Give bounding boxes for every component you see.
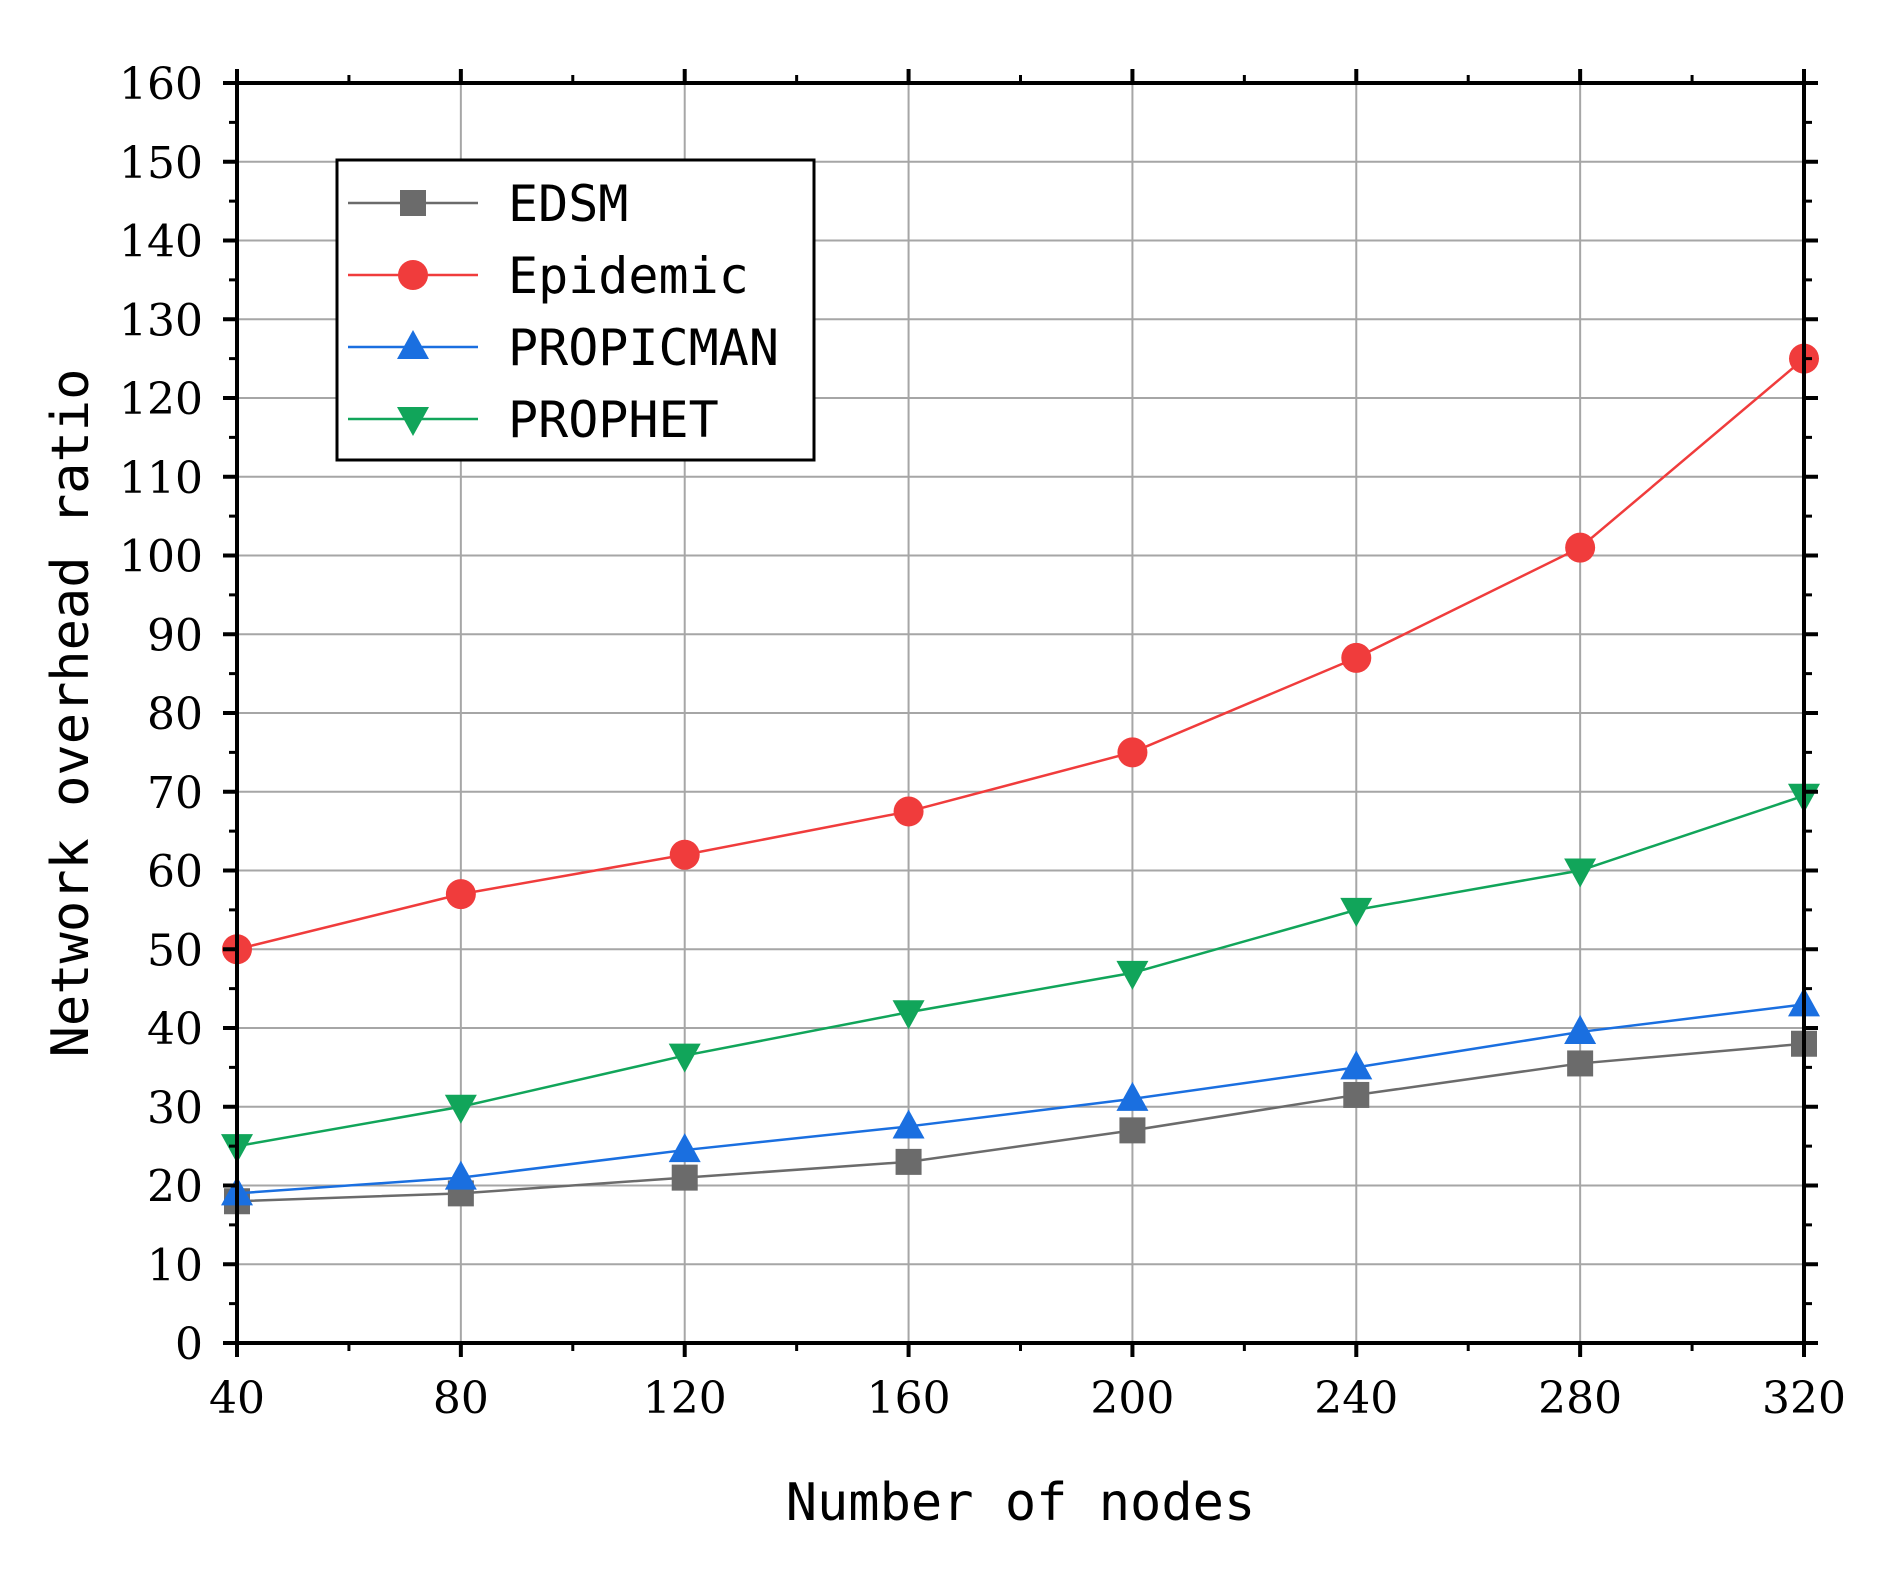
data-point-epidemic <box>669 839 700 870</box>
y-tick-label: 110 <box>119 453 203 504</box>
y-tick-label: 140 <box>119 217 203 268</box>
series-line-epidemic <box>236 357 1805 951</box>
y-axis-title: Network overhead ratio <box>41 369 101 1058</box>
legend-marker-epidemic <box>398 260 428 290</box>
x-tick-label: 80 <box>433 1373 489 1424</box>
data-point-propicman <box>444 1160 477 1190</box>
series-epidemic <box>222 343 1819 965</box>
y-tick-label: 30 <box>147 1083 203 1134</box>
series-propicman <box>221 987 1820 1206</box>
legend-item-edsm: EDSM <box>348 175 628 233</box>
data-point-prophet <box>1116 960 1149 990</box>
legend-item-epidemic: Epidemic <box>348 247 749 305</box>
data-point-propicman <box>1116 1081 1149 1111</box>
data-point-prophet <box>1564 858 1597 888</box>
data-point-prophet <box>668 1043 701 1073</box>
y-tick-label: 0 <box>175 1319 203 1370</box>
data-point-propicman <box>668 1133 701 1163</box>
y-tick-label: 100 <box>119 532 203 583</box>
legend-label-edsm: EDSM <box>508 175 628 233</box>
data-point-epidemic <box>1341 642 1372 673</box>
axis-ticks <box>223 69 1818 1357</box>
x-tick-label: 160 <box>867 1373 951 1424</box>
data-point-epidemic <box>1117 737 1148 768</box>
y-tick-label: 160 <box>119 59 203 110</box>
legend: EDSM Epidemic PROPICMAN PROPHET <box>335 158 816 462</box>
data-point-propicman <box>892 1109 925 1139</box>
x-tick-label: 200 <box>1090 1373 1174 1424</box>
y-tick-label: 60 <box>147 847 203 898</box>
x-tick-label: 280 <box>1538 1373 1622 1424</box>
data-point-epidemic <box>445 879 476 910</box>
data-point-prophet <box>1340 897 1373 927</box>
y-tick-label: 90 <box>147 610 203 661</box>
data-point-prophet <box>444 1094 477 1124</box>
data-point-prophet <box>892 1000 925 1030</box>
series-prophet <box>221 783 1820 1164</box>
series-line-edsm <box>236 1042 1805 1203</box>
series-line-propicman <box>236 1003 1805 1195</box>
legend-marker-prophet <box>397 407 429 436</box>
legend-item-propicman: PROPICMAN <box>348 319 779 377</box>
data-point-propicman <box>1340 1050 1373 1080</box>
data-point-edsm <box>671 1164 698 1191</box>
series-line-prophet <box>236 794 1805 1148</box>
x-tick-label: 320 <box>1762 1373 1846 1424</box>
x-axis-title: Number of nodes <box>786 1473 1256 1533</box>
data-point-edsm <box>1119 1117 1146 1144</box>
data-point-propicman <box>1564 1014 1597 1044</box>
legend-label-propicman: PROPICMAN <box>508 319 779 377</box>
legend-item-prophet: PROPHET <box>348 391 719 449</box>
x-tick-label: 120 <box>643 1373 727 1424</box>
data-point-edsm <box>1567 1050 1594 1077</box>
data-point-edsm <box>1343 1081 1370 1108</box>
tick-labels: 0 10 20 30 40 50 60 70 80 90 100 110 120 130 140 150 160… <box>119 59 1846 1424</box>
x-tick-label: 240 <box>1314 1373 1398 1424</box>
legend-label-epidemic: Epidemic <box>508 247 749 305</box>
y-tick-label: 40 <box>147 1004 203 1055</box>
y-tick-label: 20 <box>147 1162 203 1213</box>
series-layer <box>221 343 1820 1215</box>
y-tick-label: 10 <box>147 1240 203 1291</box>
y-tick-label: 130 <box>119 295 203 346</box>
legend-marker-edsm <box>400 190 426 216</box>
data-point-epidemic <box>893 796 924 827</box>
legend-marker-propicman <box>397 330 429 359</box>
y-tick-label: 50 <box>147 925 203 976</box>
data-point-epidemic <box>1565 532 1596 563</box>
y-tick-label: 150 <box>119 138 203 189</box>
y-tick-label: 80 <box>147 689 203 740</box>
legend-label-prophet: PROPHET <box>508 391 719 449</box>
data-point-edsm <box>895 1148 922 1175</box>
y-tick-label: 120 <box>119 374 203 425</box>
x-tick-label: 40 <box>209 1373 265 1424</box>
y-tick-label: 70 <box>147 768 203 819</box>
